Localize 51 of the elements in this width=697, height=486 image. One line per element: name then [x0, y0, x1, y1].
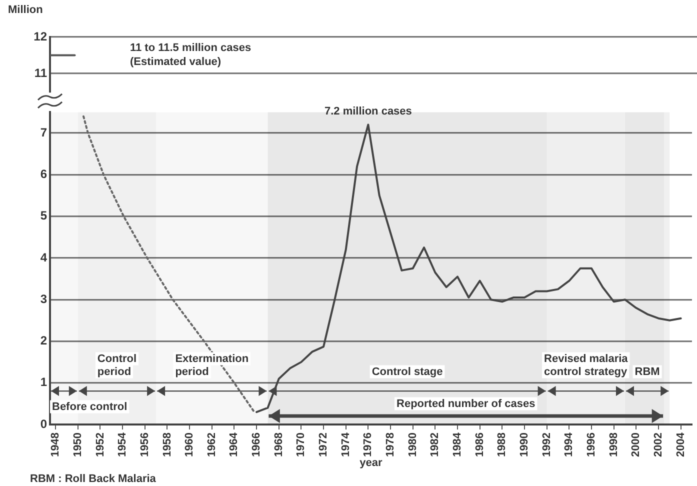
x-tick-label: 1990 — [518, 432, 531, 457]
y-tick-label: 0 — [40, 416, 48, 431]
x-tick-label: 1970 — [295, 432, 308, 457]
x-tick-label: 1982 — [429, 432, 442, 457]
y-tick-label: 7 — [40, 125, 48, 140]
x-tick-label: 1966 — [250, 432, 263, 457]
x-tick-label: 1998 — [608, 432, 620, 457]
x-tick-label: 1948 — [50, 432, 62, 457]
x-tick-label: 2000 — [630, 432, 642, 457]
x-tick-label: 1988 — [496, 432, 508, 457]
y-tick-label: 5 — [40, 208, 48, 222]
text: RBM : Roll Back Malaria — [30, 472, 157, 485]
x-tick-label: 1964 — [228, 431, 240, 457]
x-tick-label: 1996 — [586, 432, 598, 457]
x-tick-label: 1980 — [406, 432, 419, 457]
x-tick-label: 1986 — [474, 432, 486, 457]
x-tick-label: 1992 — [540, 432, 553, 457]
y-tick-label: 1 — [40, 375, 48, 390]
y-tick-label: 3 — [40, 292, 48, 306]
band-label: Before control — [52, 401, 128, 414]
x-tick-label: 1958 — [161, 432, 174, 457]
x-axis-title: year — [360, 456, 384, 469]
x-tick-label: 1978 — [384, 432, 397, 457]
y-tick-label: 6 — [40, 166, 48, 181]
x-tick-label: 1950 — [72, 432, 84, 457]
x-tick-label: 1952 — [94, 432, 106, 457]
x-tick-label: 1962 — [206, 432, 218, 457]
x-tick-label: 1960 — [184, 432, 196, 457]
band-label: Control period — [97, 353, 137, 378]
band-label: RBM — [634, 366, 660, 378]
x-tick-label: 1954 — [116, 431, 129, 457]
y-axis-title: Million — [8, 4, 44, 16]
annotation: 11 to 11.5 million cases (Estimated value) — [130, 42, 252, 68]
x-tick-label: 1968 — [272, 432, 285, 457]
y-tick-label: 12 — [34, 29, 48, 44]
x-tick-label: 1976 — [362, 432, 374, 457]
band-label: Reported number of cases — [396, 398, 536, 410]
band-label: Revised malaria control strategy — [544, 353, 629, 378]
x-tick-label: 1956 — [138, 432, 151, 457]
band-label: Control stage — [372, 366, 443, 378]
x-tick-label: 2004 — [674, 431, 687, 457]
x-tick-label: 1974 — [340, 431, 352, 457]
y-tick-label: 11 — [34, 66, 48, 80]
x-tick-label: 2002 — [652, 432, 664, 457]
x-tick-label: 1972 — [318, 432, 330, 457]
x-tick-label: 1994 — [563, 431, 576, 457]
x-tick-label: 1984 — [452, 431, 464, 457]
y-tick-label: 4 — [40, 250, 48, 264]
band-label: Extermination period — [175, 353, 249, 378]
y-tick-label: 2 — [40, 333, 48, 348]
annotation: 7.2 million cases — [324, 106, 412, 118]
